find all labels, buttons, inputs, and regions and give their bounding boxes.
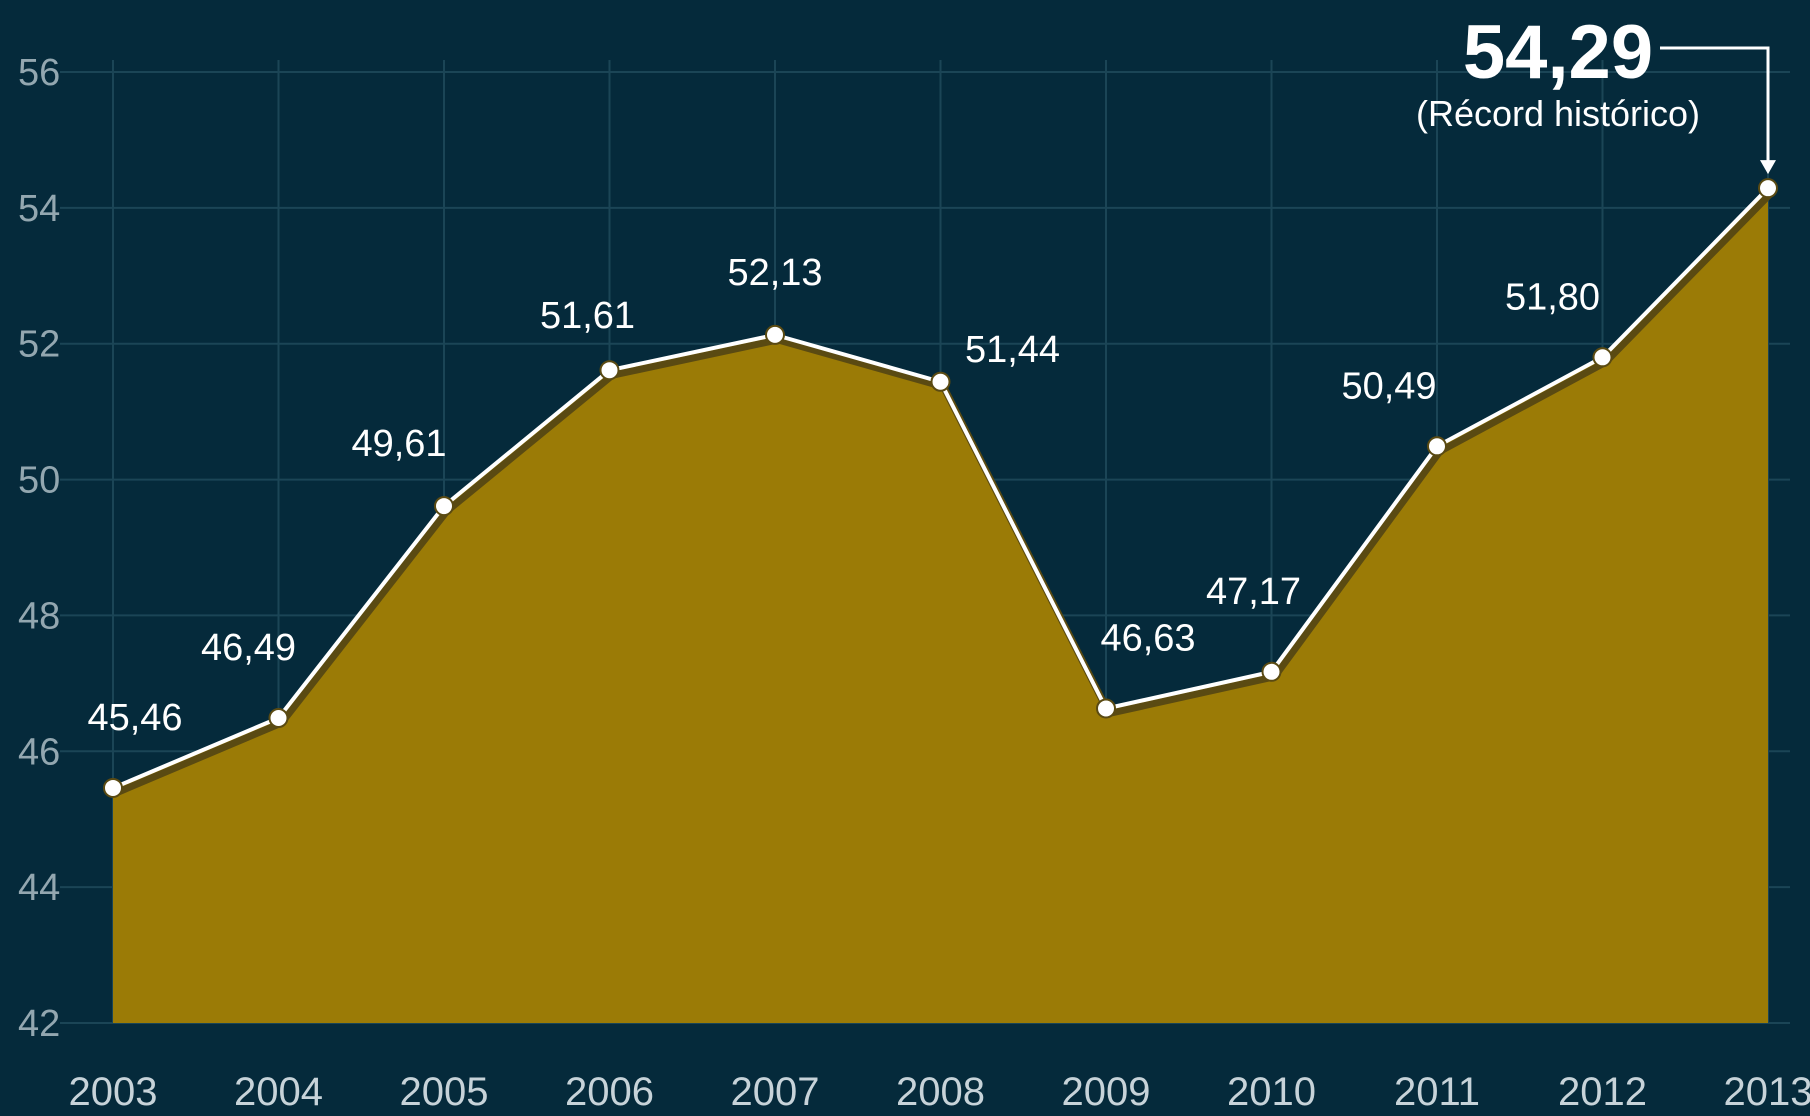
x-tick-label: 2012 [1558, 1070, 1647, 1114]
x-tick-label: 2010 [1227, 1070, 1316, 1114]
x-tick-label: 2008 [896, 1070, 985, 1114]
data-label: 51,61 [540, 295, 635, 337]
x-tick-label: 2009 [1062, 1070, 1151, 1114]
y-tick-label: 50 [18, 460, 60, 502]
record-annotation: 54,29 (Récord histórico) [1416, 10, 1776, 175]
x-tick-label: 2011 [1394, 1070, 1480, 1114]
data-label: 46,49 [201, 627, 296, 669]
data-point [1427, 436, 1447, 457]
data-point [268, 708, 289, 729]
data-point [103, 777, 123, 798]
x-tick-label: 2007 [731, 1070, 820, 1114]
y-tick-label: 48 [18, 595, 60, 637]
data-label: 49,61 [351, 423, 446, 465]
record-arrow-head [1760, 160, 1776, 175]
data-point [1592, 347, 1613, 368]
data-label: 52,13 [727, 252, 822, 294]
record-note-label: (Récord histórico) [1416, 93, 1700, 134]
data-label: 50,49 [1341, 365, 1436, 407]
x-tick-label: 2004 [234, 1070, 323, 1114]
data-label: 51,44 [965, 329, 1060, 371]
y-tick-label: 54 [18, 188, 60, 230]
data-point [930, 371, 951, 392]
x-tick-label: 2003 [69, 1070, 158, 1114]
data-point [765, 324, 785, 345]
x-tick-label: 2005 [400, 1070, 489, 1114]
point-layer [103, 178, 1778, 798]
record-value-label: 54,29 [1463, 10, 1653, 95]
data-point [1261, 661, 1282, 682]
y-tick-label: 44 [18, 867, 60, 909]
y-tick-label: 46 [18, 731, 60, 773]
data-point [1096, 698, 1116, 719]
data-point [434, 496, 454, 517]
y-tick-label: 56 [18, 52, 60, 94]
x-tick-label: 2013 [1724, 1070, 1810, 1114]
data-label: 51,80 [1505, 276, 1600, 318]
data-label: 46,63 [1100, 617, 1195, 659]
area-fill [113, 188, 1768, 1024]
data-label: 47,17 [1206, 571, 1301, 613]
data-point [1758, 178, 1778, 199]
y-tick-label: 42 [18, 1003, 60, 1045]
data-point [599, 360, 620, 381]
data-label: 45,46 [87, 697, 182, 739]
label-layer: 45,46 46,49 49,61 51,61 52,13 51,44 46,63 47,17… [87, 252, 1600, 739]
x-tick-label: 2006 [565, 1070, 654, 1114]
y-tick-label: 52 [18, 324, 60, 366]
record-arrow-line [1660, 46, 1770, 165]
area-layer [113, 188, 1768, 1024]
axis-layer: 42 44 46 48 50 52 54 56 2003 2004 2005 2006 2007 2008… [18, 52, 1810, 1114]
